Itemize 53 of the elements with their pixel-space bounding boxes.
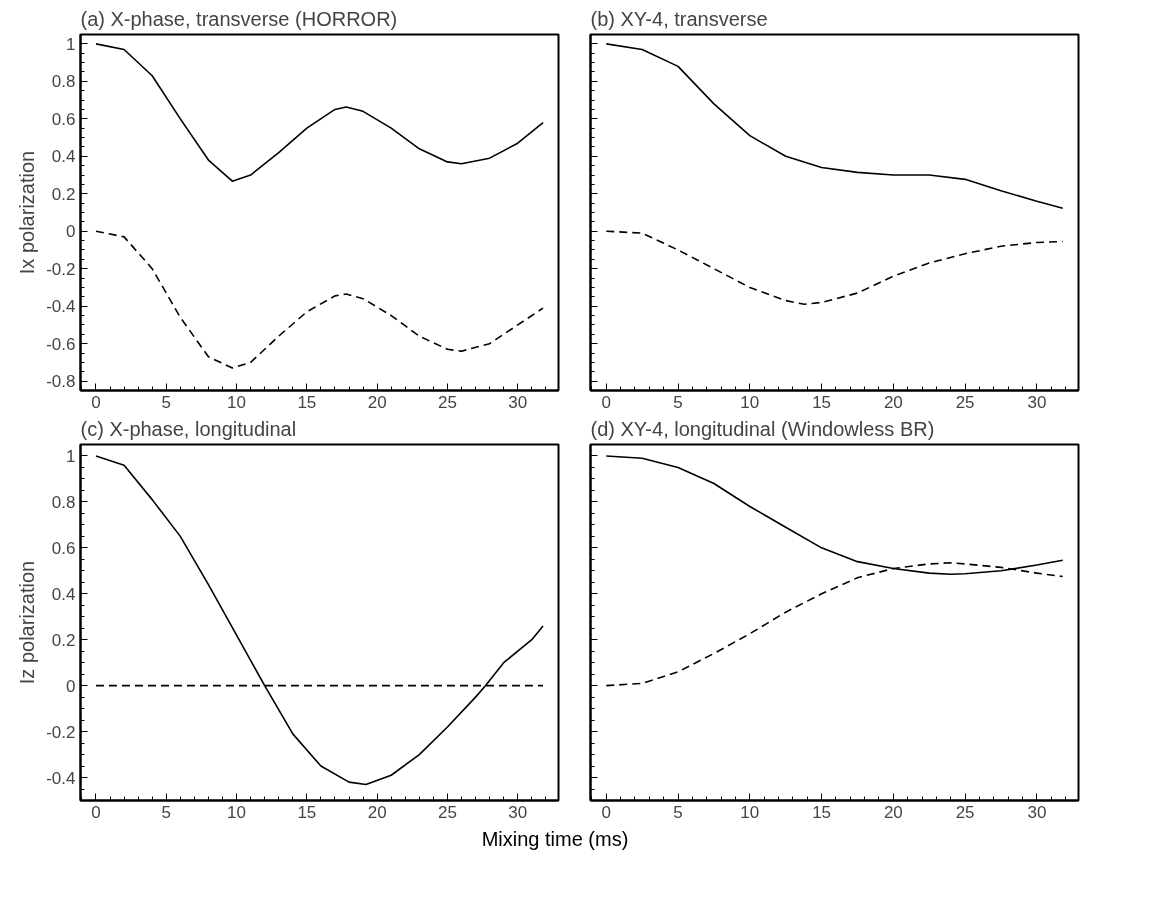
x-tick-label: 5 bbox=[673, 802, 683, 822]
y-tick-label: 0 bbox=[66, 676, 76, 696]
x-tick-label: 30 bbox=[508, 392, 528, 412]
chart-title: (a) X-phase, transverse (HORROR) bbox=[80, 7, 398, 30]
x-tick-label: 0 bbox=[601, 802, 612, 822]
x-tick-label: 20 bbox=[883, 802, 903, 822]
x-tick-label: 15 bbox=[812, 802, 832, 822]
x-tick-label: 20 bbox=[367, 802, 387, 822]
y-tick-label: -0.8 bbox=[46, 372, 76, 392]
x-tick-label: 10 bbox=[740, 392, 760, 412]
x-tick-label: 5 bbox=[161, 392, 171, 412]
y-tick-label: 0.4 bbox=[51, 147, 76, 167]
x-tick-label: 30 bbox=[508, 802, 528, 822]
y-tick-label: 0.6 bbox=[51, 109, 76, 129]
x-tick-label: 25 bbox=[437, 392, 457, 412]
y-tick-label: 1 bbox=[66, 446, 76, 466]
x-tick-label: 30 bbox=[1027, 392, 1047, 412]
y-tick-label: 0 bbox=[66, 222, 76, 242]
y-tick-label: -0.4 bbox=[46, 768, 76, 788]
x-tick-label: 15 bbox=[297, 802, 317, 822]
y-tick-label: 1 bbox=[66, 34, 76, 54]
x-tick-label: 20 bbox=[367, 392, 387, 412]
y-tick-label: 0.8 bbox=[51, 72, 76, 92]
y-axis-title: Ix polarization bbox=[16, 150, 39, 275]
x-tick-label: 25 bbox=[955, 802, 975, 822]
y-tick-label: -0.2 bbox=[46, 722, 76, 742]
x-tick-label: 0 bbox=[601, 392, 612, 412]
x-tick-label: 15 bbox=[812, 392, 832, 412]
x-tick-label: 10 bbox=[227, 802, 247, 822]
x-axis-title: Mixing time (ms) bbox=[481, 827, 629, 852]
x-tick-label: 20 bbox=[883, 392, 903, 412]
x-tick-label: 10 bbox=[740, 802, 760, 822]
chart-title: (c) X-phase, longitudinal bbox=[80, 417, 297, 440]
y-tick-label: -0.6 bbox=[46, 334, 76, 354]
y-tick-label: 0.8 bbox=[51, 492, 76, 512]
x-tick-label: 0 bbox=[91, 802, 101, 822]
x-tick-label: 30 bbox=[1027, 802, 1047, 822]
y-tick-label: 0.6 bbox=[51, 538, 76, 558]
x-tick-label: 5 bbox=[673, 392, 683, 412]
chart-title: (d) XY-4, longitudinal (Windowless BR) bbox=[590, 417, 935, 440]
y-axis-title: Iz polarization bbox=[16, 560, 39, 685]
x-tick-label: 25 bbox=[437, 802, 457, 822]
x-tick-label: 25 bbox=[955, 392, 975, 412]
y-tick-label: -0.4 bbox=[46, 297, 76, 317]
y-tick-label: 0.4 bbox=[51, 584, 76, 604]
x-tick-label: 0 bbox=[91, 392, 101, 412]
y-tick-label: 0.2 bbox=[51, 184, 76, 204]
x-tick-label: 5 bbox=[161, 802, 171, 822]
chart-title: (b) XY-4, transverse bbox=[590, 7, 768, 30]
y-tick-label: -0.2 bbox=[46, 259, 76, 279]
x-tick-label: 10 bbox=[227, 392, 247, 412]
x-tick-label: 15 bbox=[297, 392, 317, 412]
y-tick-label: 0.2 bbox=[51, 630, 76, 650]
